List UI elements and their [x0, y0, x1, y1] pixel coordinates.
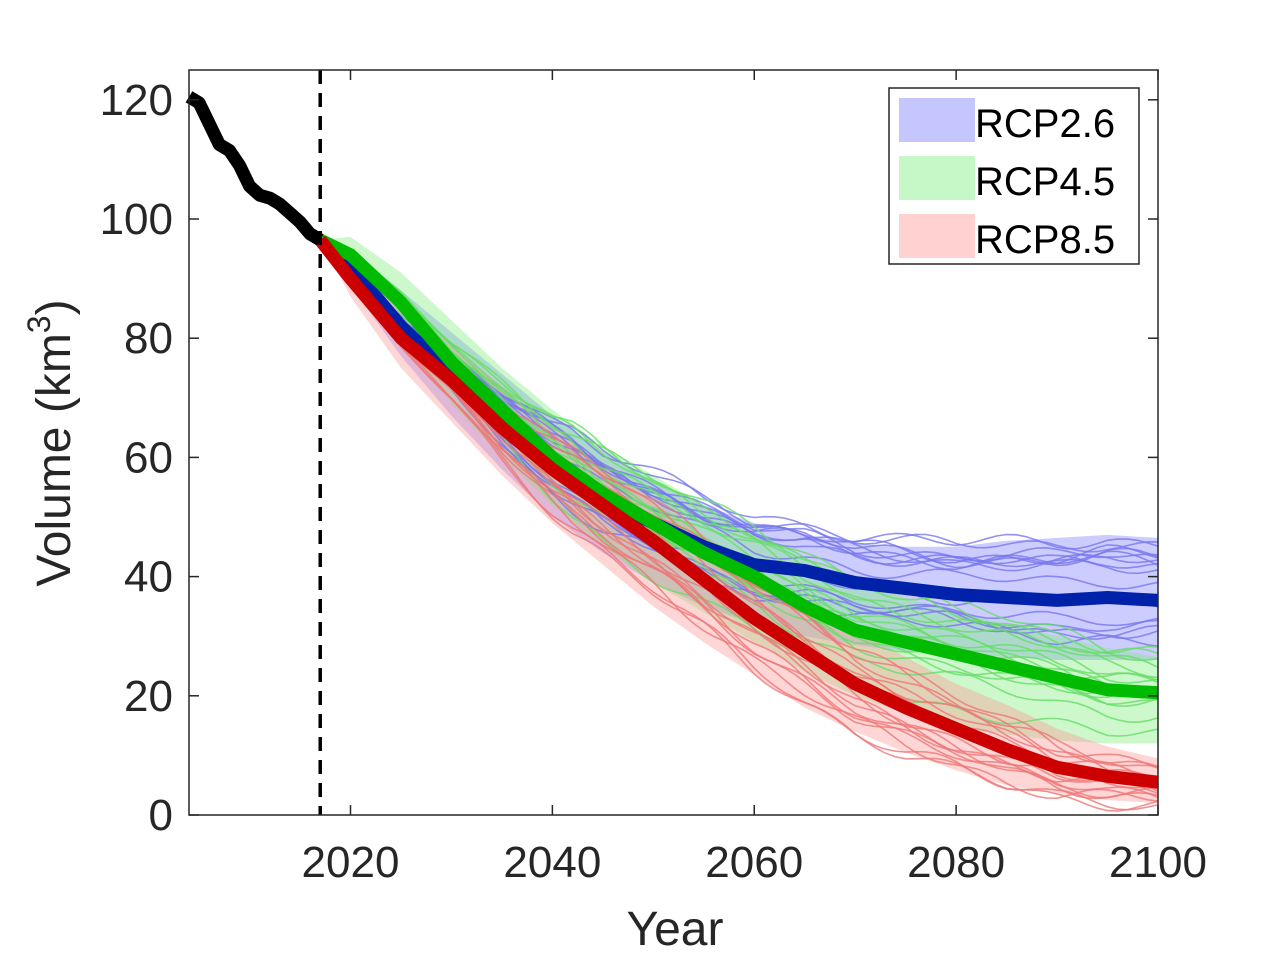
x-tick-label: 2020 [302, 838, 400, 887]
y-axis-title-superscript: 3 [21, 315, 57, 333]
y-tick-label: 100 [100, 195, 173, 244]
x-tick-label: 2040 [503, 838, 601, 887]
member-line-rcp4-5 [319, 239, 1159, 679]
y-axis-title: Volume (km3) [21, 299, 81, 586]
legend-box [888, 87, 1140, 265]
legend-swatch-rcp2-6 [899, 98, 975, 142]
member-line-rcp4-5 [319, 239, 1159, 669]
observed-line [185, 91, 324, 246]
axes [188, 69, 1159, 816]
plot-frame [188, 69, 1159, 816]
y-tick-label: 0 [149, 791, 173, 840]
x-axis-title: Year [627, 903, 724, 956]
y-tick-label: 80 [124, 314, 173, 363]
x-tick-label: 2080 [907, 838, 1005, 887]
mean-line-rcp8-5 [315, 235, 1159, 789]
y-axis-title-close: ) [28, 299, 81, 315]
legend-label: RCP2.6 [975, 102, 1115, 146]
legend-swatch-rcp4-5 [899, 156, 975, 200]
member-line-rcp8-5 [319, 239, 1159, 800]
y-tick-label: 60 [124, 433, 173, 482]
band-rcp8-5 [320, 239, 1158, 804]
y-axis-title-main: Volume (km [28, 333, 81, 586]
member-line-rcp4-5 [319, 239, 1159, 662]
mean-line-rcp4-5 [317, 234, 1159, 700]
x-tick-label: 2100 [1109, 838, 1207, 887]
x-tick-label: 2060 [705, 838, 803, 887]
y-tick-label: 20 [124, 672, 173, 721]
legend-label: RCP8.5 [975, 218, 1115, 262]
member-line-rcp4-5 [319, 239, 1159, 655]
legend-swatch-rcp8-5 [899, 214, 975, 258]
mean-lines [185, 91, 1159, 789]
y-tick-label: 40 [124, 553, 173, 602]
y-tick-label: 120 [100, 76, 173, 125]
legend: RCP2.6 RCP4.5 RCP8.5 [888, 87, 1140, 265]
member-line-rcp8-5 [319, 239, 1159, 811]
legend-label: RCP4.5 [975, 160, 1115, 204]
